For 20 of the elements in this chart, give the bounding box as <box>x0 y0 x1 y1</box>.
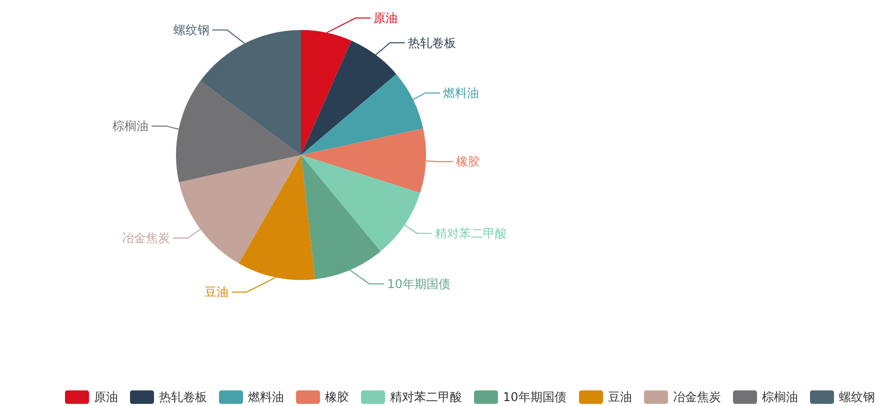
slice-label: 10年期国债 <box>387 276 450 291</box>
legend-label: 螺纹钢 <box>839 390 875 404</box>
legend-label: 热轧卷板 <box>159 390 207 404</box>
legend-label: 橡胶 <box>325 390 349 404</box>
slice-label: 精对苯二甲酸 <box>434 226 507 240</box>
slice-label: 螺纹钢 <box>173 23 210 38</box>
legend-label: 豆油 <box>608 390 632 404</box>
legend-label: 精对苯二甲酸 <box>390 390 462 404</box>
slice-label: 燃料油 <box>443 86 480 100</box>
legend-label: 原油 <box>94 390 118 404</box>
slice-label: 豆油 <box>204 285 229 300</box>
legend-label: 棕榈油 <box>762 390 798 404</box>
legend-label: 冶金焦炭 <box>673 390 721 404</box>
legend-label: 10年期国债 <box>503 390 566 404</box>
slice-label: 原油 <box>373 11 398 25</box>
slice-label: 橡胶 <box>456 154 480 169</box>
slice-label: 棕榈油 <box>112 119 149 134</box>
slice-label: 热轧卷板 <box>408 36 456 50</box>
legend-label: 燃料油 <box>248 390 284 404</box>
slice-label: 冶金焦炭 <box>122 231 170 245</box>
